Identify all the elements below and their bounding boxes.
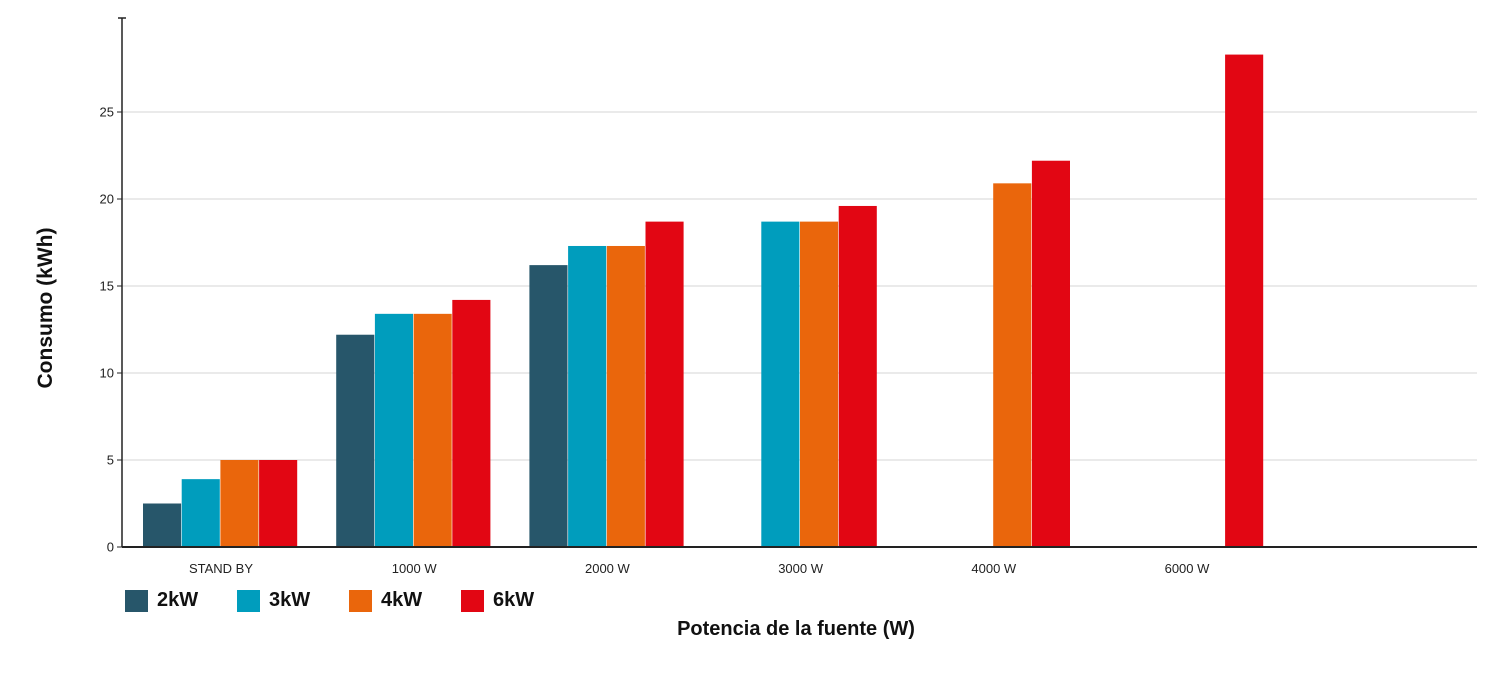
- bar-6kw-2: [645, 221, 684, 547]
- legend-item-6kw: 6kW: [461, 589, 573, 612]
- bar-2kw-1: [336, 334, 375, 547]
- y-axis-label: Consumo (kWh): [34, 228, 57, 389]
- bar-4kw-1: [413, 313, 452, 547]
- legend-label: 4kW: [381, 589, 423, 611]
- x-tick-label: 4000 W: [971, 561, 1017, 576]
- y-tick-label: 5: [107, 453, 114, 468]
- legend-item-4kw: 4kW: [349, 589, 461, 612]
- x-tick-label: STAND BY: [189, 561, 253, 576]
- y-tick-labels: 0 5 10 15 20 25: [100, 105, 122, 555]
- x-axis-label: Potencia de la fuente (W): [677, 618, 915, 640]
- y-tick-label: 20: [100, 192, 114, 207]
- y-tick-label: 25: [100, 105, 114, 120]
- gridlines: [122, 111, 1477, 461]
- y-tick-label: 10: [100, 366, 114, 381]
- bar-6kw-1: [452, 299, 491, 547]
- legend-swatch: [125, 589, 148, 612]
- legend-item-2kw: 2kW: [125, 589, 237, 612]
- y-tick-label: 0: [107, 540, 114, 555]
- legend-swatch: [237, 589, 260, 612]
- legend-swatch: [461, 589, 484, 612]
- x-tick-labels: STAND BY 1000 W 2000 W 3000 W 4000 W 6000 W: [189, 561, 1210, 576]
- legend-label: 2kW: [157, 589, 199, 611]
- bar-6kw-5: [1225, 54, 1264, 547]
- bar-3kw-1: [374, 313, 413, 547]
- legend-swatch: [349, 589, 372, 612]
- axes: [118, 17, 1477, 548]
- y-tick-label: 15: [100, 279, 114, 294]
- legend-label: 3kW: [269, 589, 311, 611]
- bar-2kw-2: [529, 265, 568, 547]
- bar-6kw-3: [838, 205, 877, 547]
- bar-2kw-0: [143, 503, 182, 547]
- legend: 2kW 3kW 4kW 6kW: [125, 589, 573, 612]
- bars-group: [143, 54, 1264, 548]
- x-tick-label: 3000 W: [778, 561, 824, 576]
- bar-4kw-4: [993, 183, 1032, 547]
- bar-6kw-0: [259, 460, 298, 547]
- x-tick-label: 6000 W: [1165, 561, 1211, 576]
- x-tick-label: 1000 W: [392, 561, 438, 576]
- bar-3kw-3: [761, 221, 800, 547]
- bar-3kw-2: [568, 245, 607, 548]
- bar-4kw-0: [220, 460, 259, 547]
- bar-6kw-4: [1031, 160, 1070, 547]
- bar-3kw-0: [181, 479, 220, 547]
- bar-4kw-3: [800, 221, 839, 547]
- legend-label: 6kW: [493, 589, 535, 611]
- legend-item-3kw: 3kW: [237, 589, 349, 612]
- bar-4kw-2: [606, 245, 645, 548]
- x-tick-label: 2000 W: [585, 561, 631, 576]
